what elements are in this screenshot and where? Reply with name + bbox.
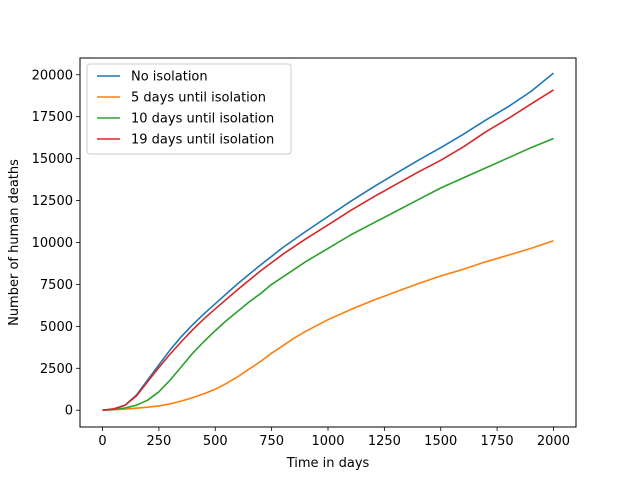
series-line-1 xyxy=(102,72,555,411)
x-tick-label: 2000 xyxy=(537,434,570,449)
series-line-2 xyxy=(102,240,554,411)
y-tick-label: 5000 xyxy=(40,320,73,335)
x-tick-label: 1250 xyxy=(368,434,401,449)
y-tick-label: 10000 xyxy=(32,236,73,251)
y-tick-label: 15000 xyxy=(32,152,73,167)
x-tick-label: 750 xyxy=(259,434,284,449)
x-tick-label: 1500 xyxy=(424,434,457,449)
series-line-3 xyxy=(102,137,554,411)
y-tick-label: 20000 xyxy=(32,68,73,83)
x-tick-label: 250 xyxy=(146,434,171,449)
x-tick-label: 1000 xyxy=(311,434,344,449)
y-tick-label: 17500 xyxy=(32,110,73,125)
y-tick-label: 12500 xyxy=(32,194,73,209)
series-line-4 xyxy=(102,89,554,411)
y-tick-label: 0 xyxy=(65,404,73,419)
plot-frame xyxy=(79,57,577,428)
legend-entry: 10 days until isolation xyxy=(131,112,274,127)
x-axis: 0 250 500 750 1000 1250 1500 1750 2000 xyxy=(98,427,570,449)
y-axis: 0 2500 5000 7500 10000 12500 15000 17500 20000 xyxy=(32,68,80,419)
y-tick-label: 2500 xyxy=(40,362,73,377)
plot-area xyxy=(102,72,555,411)
legend-entry: 19 days until isolation xyxy=(131,133,274,148)
legend-entry: No isolation xyxy=(131,70,208,85)
x-tick-label: 500 xyxy=(203,434,228,449)
x-axis-label: Time in days xyxy=(286,456,370,471)
legend: No isolation 5 days until isolation 10 day… xyxy=(86,63,292,155)
legend-entry: 5 days until isolation xyxy=(131,91,266,106)
y-tick-label: 7500 xyxy=(40,278,73,293)
x-tick-label: 0 xyxy=(98,434,106,449)
x-tick-label: 1750 xyxy=(481,434,514,449)
y-axis-label: Number of human deaths xyxy=(7,159,22,326)
legend-box xyxy=(86,63,292,155)
